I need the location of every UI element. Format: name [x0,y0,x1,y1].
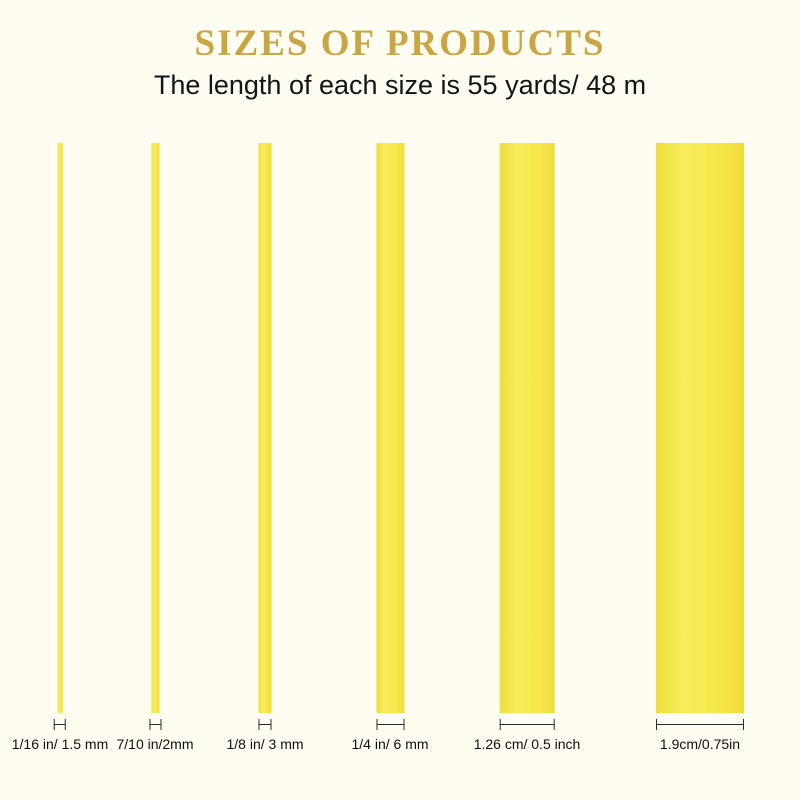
measure-bracket [258,719,272,730]
size-column: 1.9cm/0.75in [656,143,744,752]
page-subtitle: The length of each size is 55 yards/ 48 … [153,70,647,100]
size-label: 1/16 in/ 1.5 mm [11,736,109,752]
page-title: SIZES OF PRODUCTS [194,23,606,64]
bracket-line [148,724,161,725]
size-column: 1/8 in/ 3 mm [226,143,304,752]
tape-strip [258,143,272,713]
size-label: 1.9cm/0.75in [659,736,741,752]
size-column: 7/10 in/2mm [116,143,194,752]
bracket-line [656,724,744,725]
measure-bracket [54,719,66,730]
bracket-line [258,724,272,725]
bracket-line [54,724,66,725]
size-label: 1/8 in/ 3 mm [226,736,304,752]
tape-strip [656,143,744,713]
measure-bracket [376,719,404,730]
size-label: 1.26 cm/ 0.5 inch [473,736,581,752]
tape-strip [150,143,159,713]
size-column: 1/4 in/ 6 mm [351,143,429,752]
tape-strip [499,143,555,713]
measure-bracket [656,719,744,730]
measure-bracket [148,719,161,730]
size-label: 7/10 in/2mm [116,736,194,752]
tape-strip [376,143,404,713]
size-column: 1.26 cm/ 0.5 inch [473,143,581,752]
measure-bracket [499,719,555,730]
bracket-line [376,724,404,725]
tape-strip [57,143,63,713]
bracket-line [499,724,555,725]
size-label: 1/4 in/ 6 mm [351,736,429,752]
size-column: 1/16 in/ 1.5 mm [11,143,109,752]
